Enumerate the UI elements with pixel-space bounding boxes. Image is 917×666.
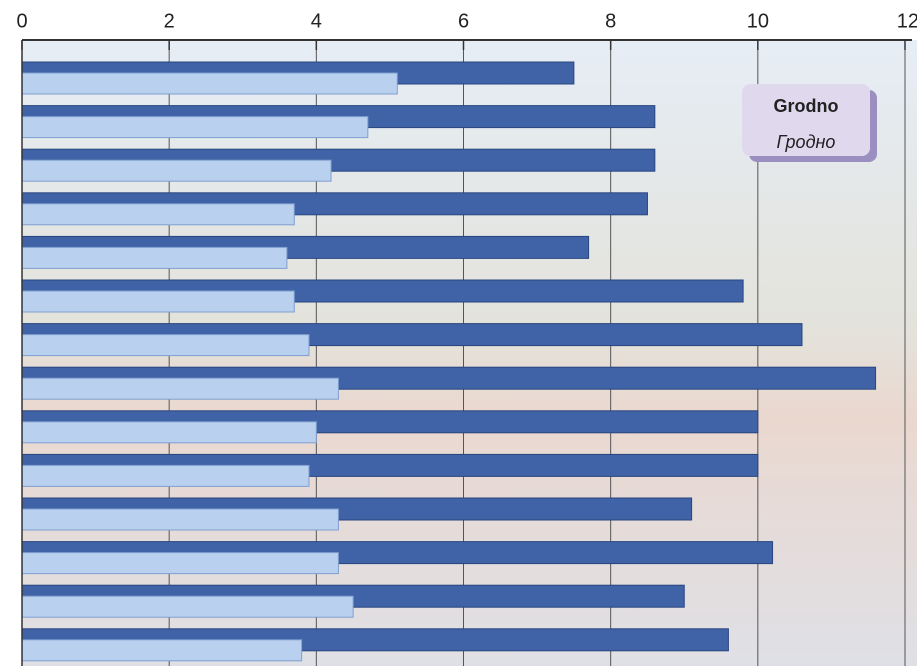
bar [21,290,295,313]
label-title: Grodno [774,96,839,116]
header-bg [0,0,917,40]
bar [21,421,317,444]
bar [21,377,339,400]
bar [21,203,295,226]
bar [21,639,303,662]
x-tick-label: 2 [164,10,175,32]
x-tick-label: 12 [897,10,917,32]
bar [21,72,398,95]
bar [21,116,369,139]
bar [21,552,339,575]
bar [21,595,354,618]
x-tick-label: 6 [458,10,469,32]
x-tick-label: 8 [605,10,616,32]
x-tick-label: 0 [16,10,27,32]
bar [21,508,339,531]
bar [21,464,310,487]
bar [21,246,288,269]
bar [21,159,332,182]
x-tick-label: 10 [747,10,769,32]
label-box [742,84,870,156]
bar [21,334,310,357]
label-subtitle: Гродно [777,132,836,152]
x-tick-label: 4 [311,10,322,32]
